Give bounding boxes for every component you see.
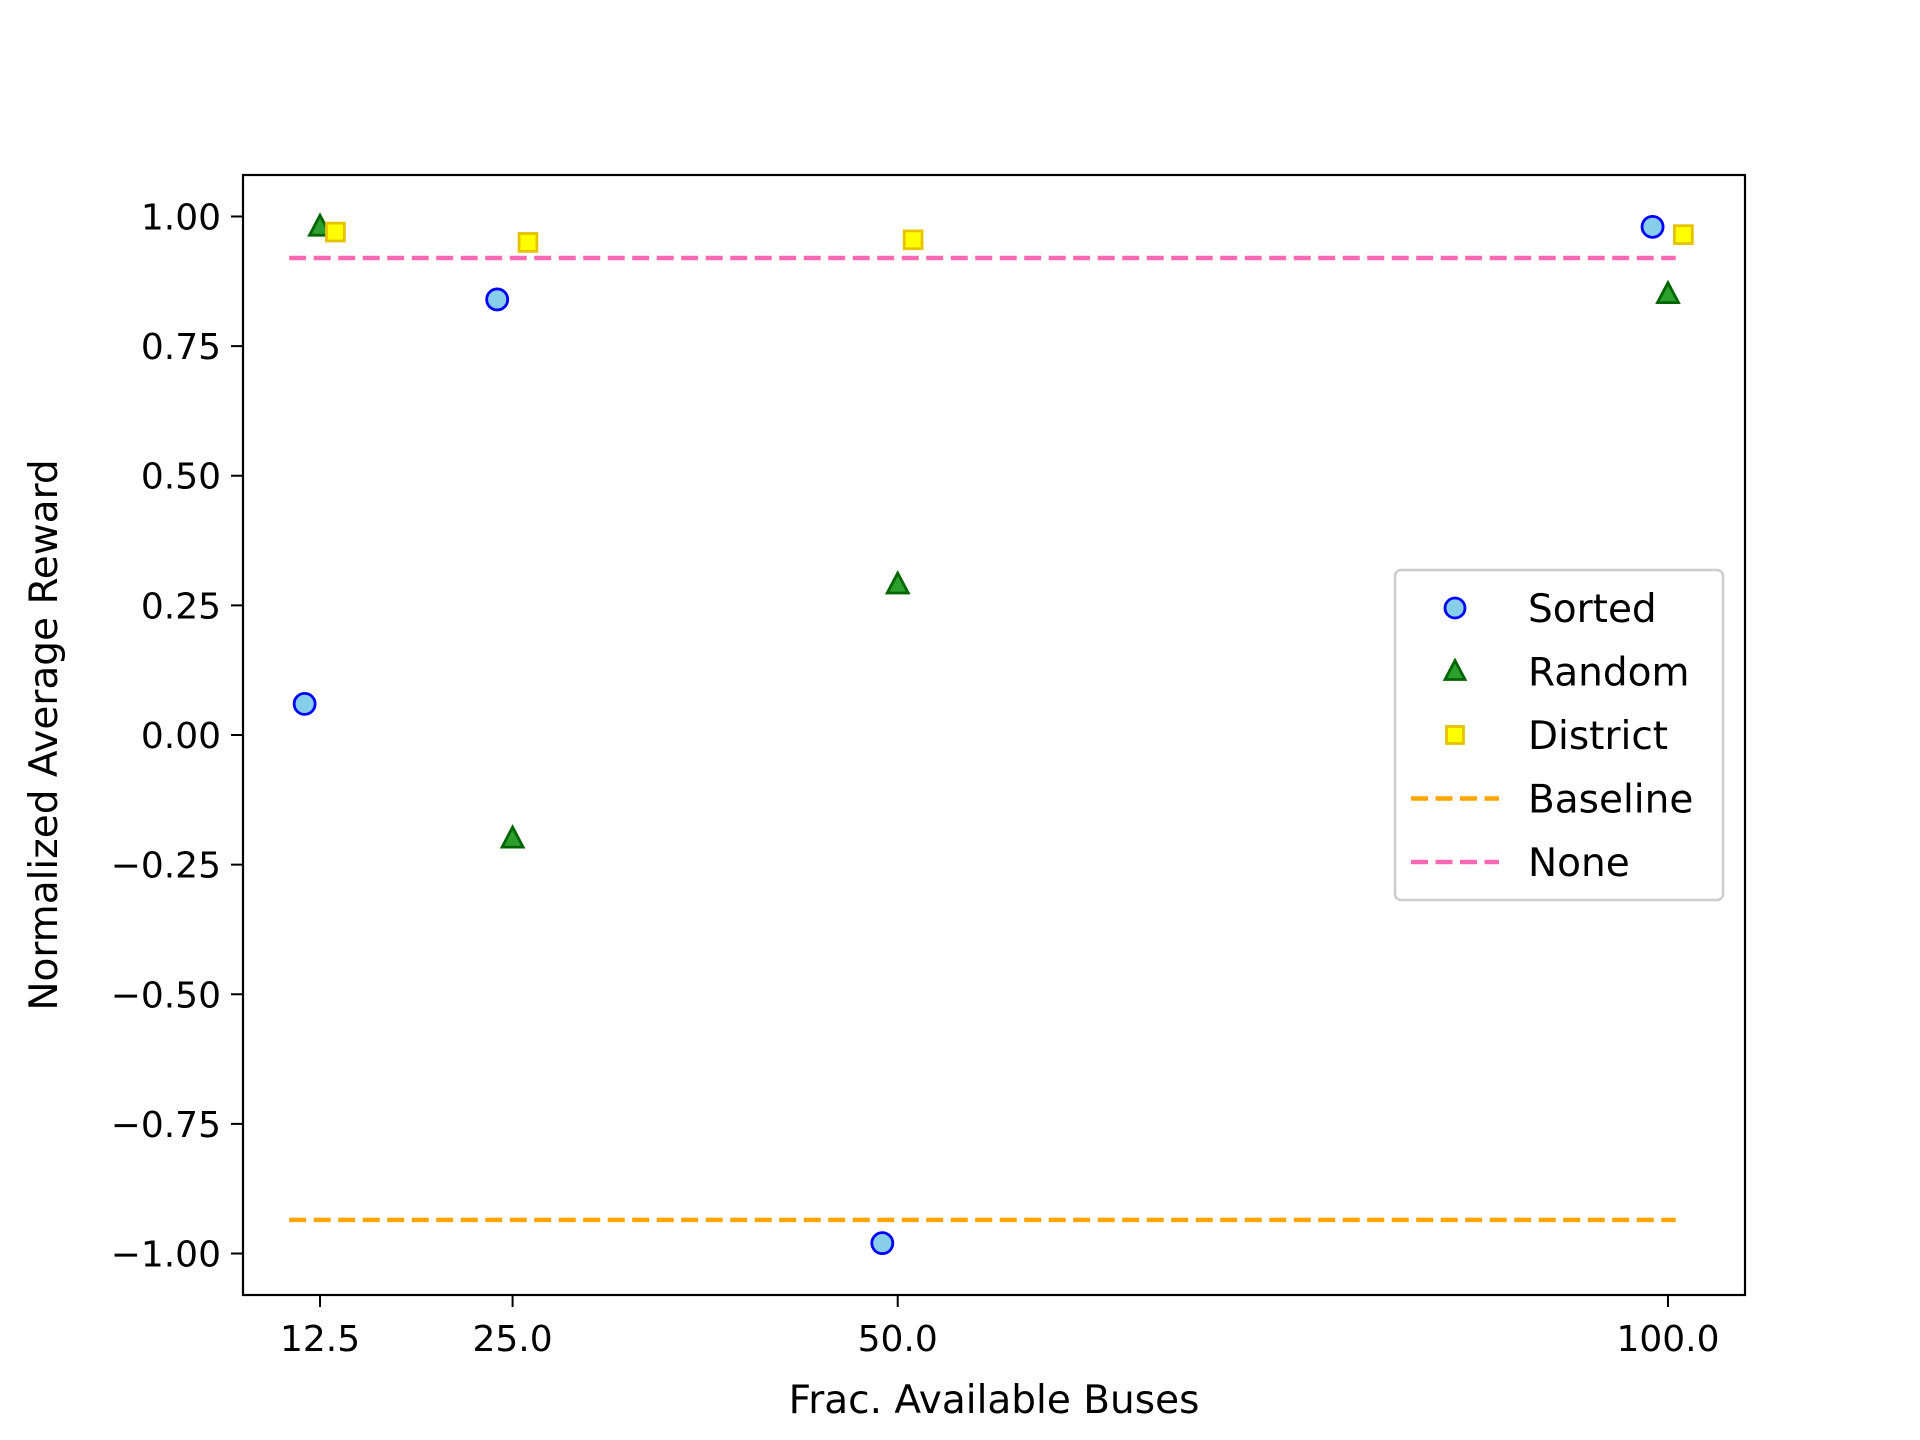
x-tick-label: 12.5 [280, 1319, 360, 1360]
y-axis-label: Normalized Average Reward [22, 459, 67, 1010]
district-point [1673, 224, 1694, 245]
district-point [902, 229, 924, 251]
legend-label-sorted: Sorted [1528, 587, 1657, 632]
y-tick-label: 1.00 [141, 197, 221, 238]
legend-label-none: None [1528, 841, 1630, 886]
legend-swatch-district [1445, 725, 1465, 745]
legend-frame [1393, 568, 1725, 902]
legend-swatch-random [1442, 657, 1468, 681]
legend-swatch-sorted [1443, 596, 1467, 620]
y-axis: 1.00 0.75 0.50 0.25 0.00 −0.25 −0.50 −0.75 −1.00 [111, 197, 243, 1276]
x-tick-label: 100.0 [1616, 1319, 1719, 1360]
random-point [884, 570, 911, 595]
y-tick-label: 0.25 [141, 586, 221, 627]
legend-label-random: Random [1528, 651, 1689, 696]
y-tick-label: −0.50 [111, 975, 221, 1016]
y-tick-label: 0.75 [141, 327, 221, 368]
sorted-point [292, 691, 317, 716]
x-axis-label: Frac. Available Buses [789, 1378, 1200, 1423]
x-tick-label: 50.0 [858, 1319, 938, 1360]
y-tick-label: 0.00 [141, 716, 221, 757]
legend-label-district: District [1528, 714, 1668, 759]
random-point [1655, 279, 1681, 305]
x-tick-label: 25.0 [473, 1319, 553, 1360]
legend-label-baseline: Baseline [1528, 778, 1693, 823]
legend: Sorted Random District Baseline None [1393, 568, 1725, 902]
x-axis: 12.5 25.0 50.0 100.0 [280, 1295, 1720, 1360]
y-tick-label: −0.75 [111, 1105, 221, 1146]
sorted-point [870, 1231, 895, 1256]
district-point [517, 232, 539, 253]
y-tick-label: 0.50 [141, 457, 221, 498]
district-point [325, 221, 346, 243]
random-point [499, 824, 526, 849]
sorted-point [485, 287, 510, 312]
chart-marks [289, 212, 1694, 1256]
sorted-point [1640, 214, 1665, 239]
y-tick-label: −0.25 [111, 846, 221, 887]
y-tick-label: −1.00 [111, 1235, 221, 1276]
